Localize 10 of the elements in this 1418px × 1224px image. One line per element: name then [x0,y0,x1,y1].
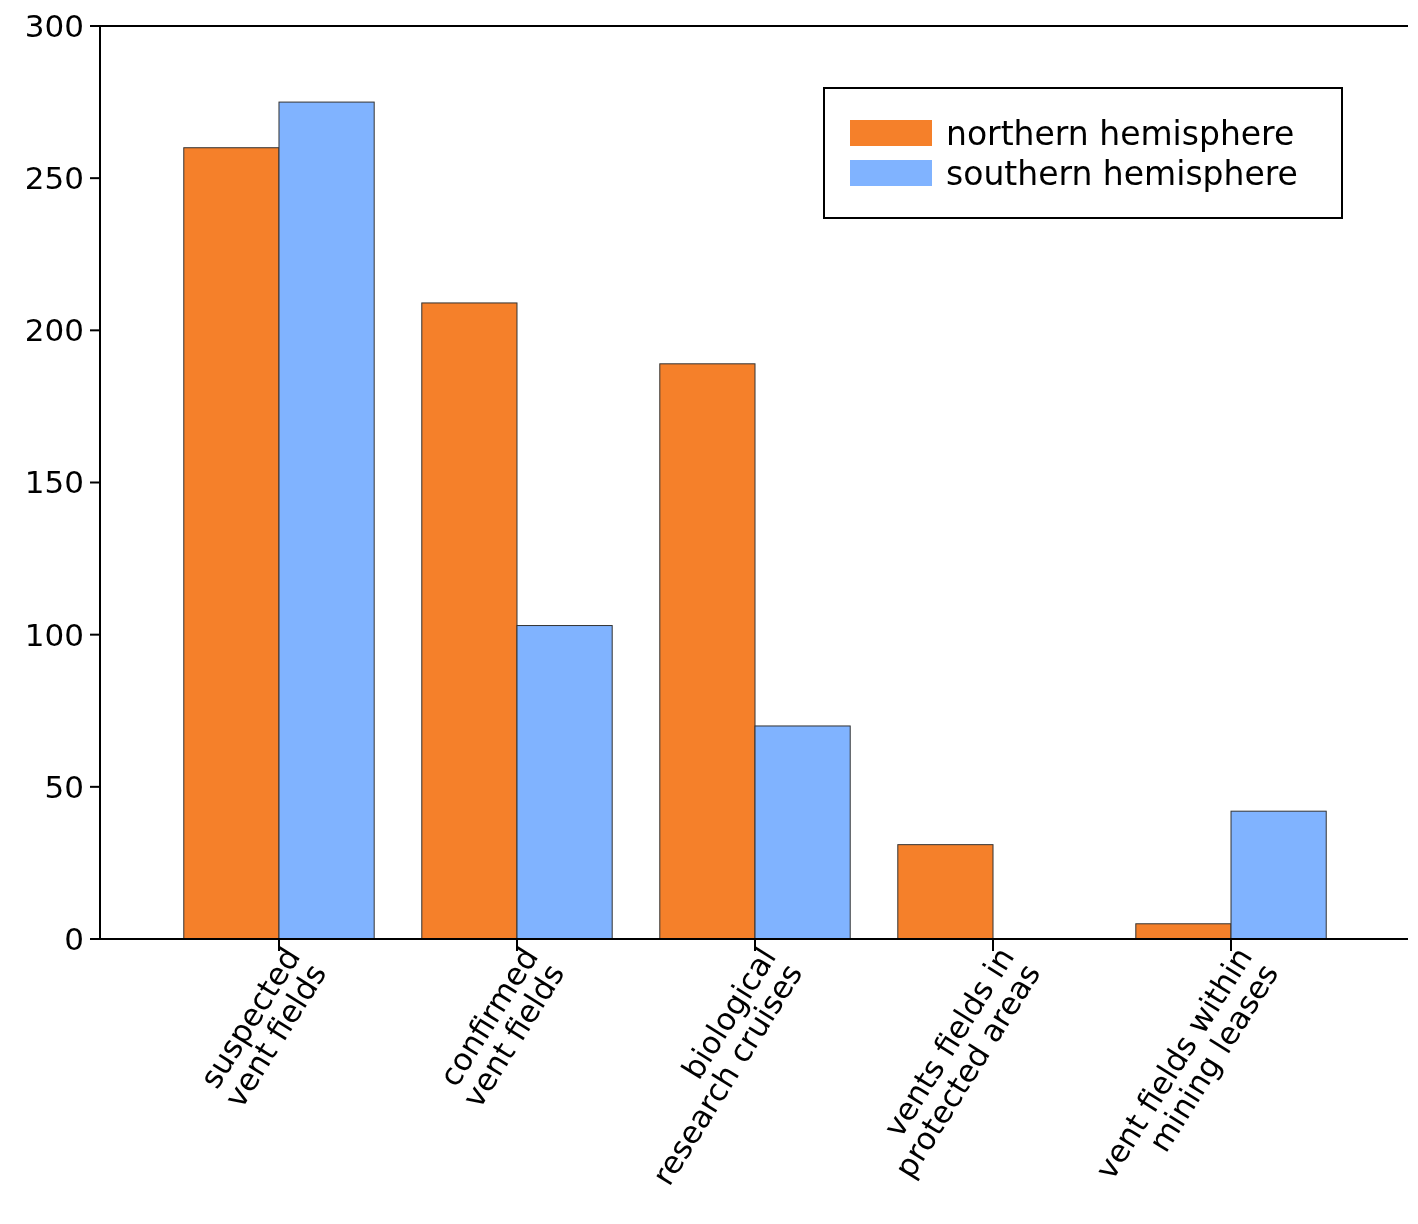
y-tick-label: 0 [64,920,84,957]
y-tick-label: 100 [24,616,84,653]
legend-label: southern hemisphere [946,153,1298,193]
y-tick-label: 250 [24,160,84,197]
bar [897,844,994,940]
y-tick-label: 150 [24,464,84,501]
y-tick-label: 300 [24,7,84,44]
legend-label: northern hemisphere [946,113,1295,153]
y-tick-label: 200 [24,312,84,349]
y-tick-label: 50 [44,768,84,805]
